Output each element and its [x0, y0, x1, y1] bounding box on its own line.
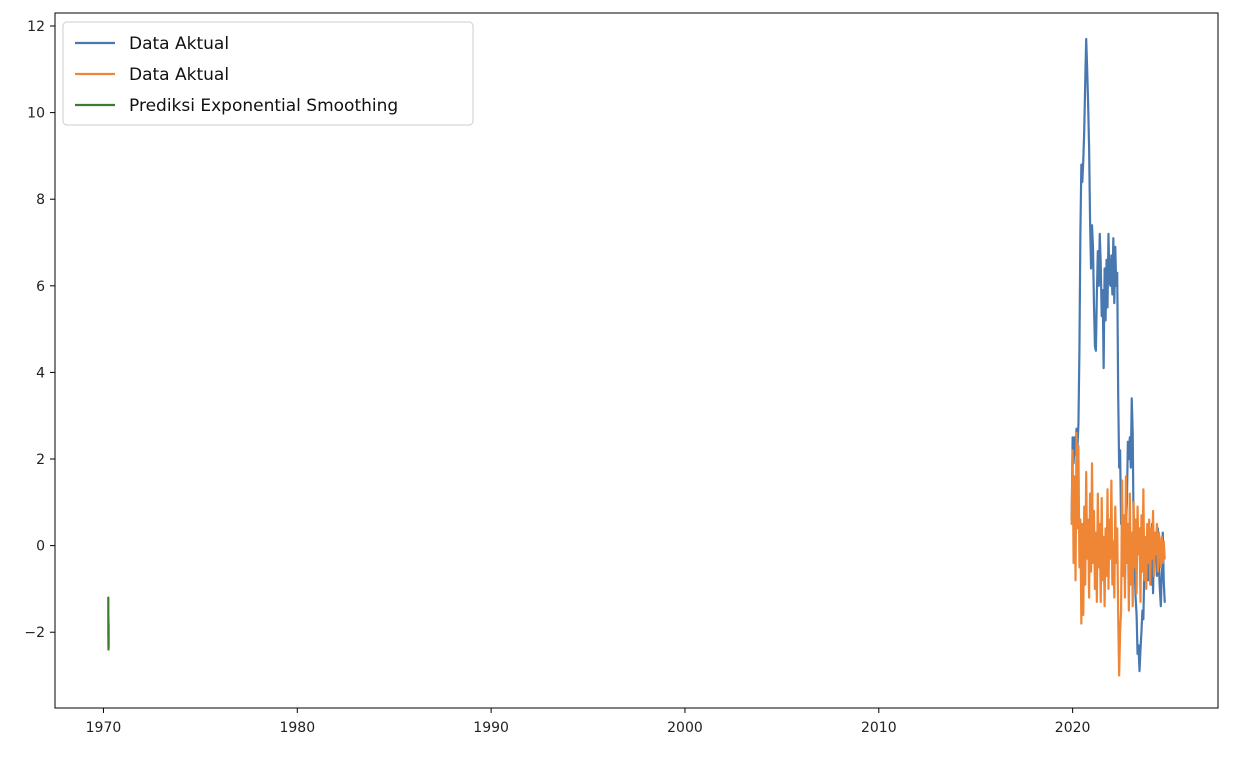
y-axis: −2 0 2 4 6 8 10 12: [24, 19, 55, 641]
y-tick-label: 2: [36, 452, 45, 468]
x-tick-label: 1970: [86, 720, 122, 736]
legend-label: Data Aktual: [129, 65, 229, 85]
series-line-1: [1072, 433, 1165, 675]
x-tick-label: 2020: [1055, 720, 1091, 736]
y-tick-label: 0: [36, 539, 45, 555]
x-tick-label: 2010: [861, 720, 897, 736]
y-tick-label: 4: [36, 365, 45, 381]
x-tick-label: 1990: [473, 720, 509, 736]
legend: Data Aktual Data Aktual Prediksi Exponenti…: [63, 22, 473, 125]
plot-area: [108, 39, 1164, 676]
y-tick-label: 12: [27, 19, 45, 35]
y-tick-label: 6: [36, 279, 45, 295]
legend-label: Data Aktual: [129, 34, 229, 54]
y-tick-label: 10: [27, 106, 45, 122]
x-tick-label: 1980: [279, 720, 315, 736]
legend-label: Prediksi Exponential Smoothing: [129, 96, 398, 116]
y-tick-label: −2: [24, 625, 45, 641]
y-tick-label: 8: [36, 192, 45, 208]
x-axis: 1970 1980 1990 2000 2010 2020: [86, 708, 1091, 736]
x-tick-label: 2000: [667, 720, 703, 736]
